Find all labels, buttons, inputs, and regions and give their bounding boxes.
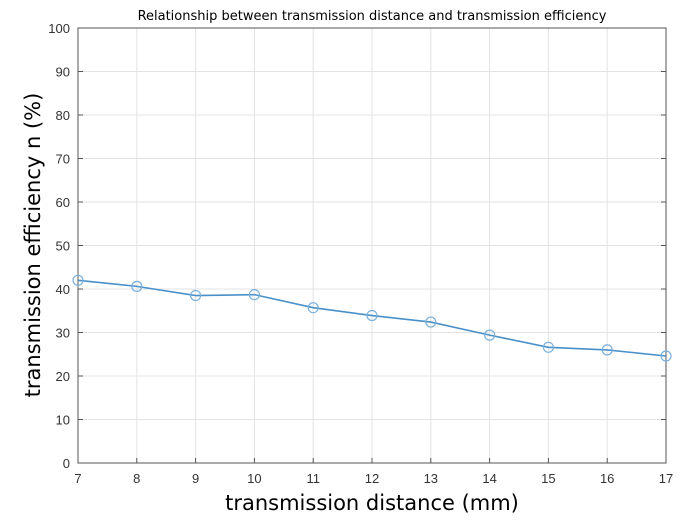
data-point [307,302,319,314]
x-tick-label: 9 [192,471,199,486]
y-axis-label: transmission efficiency n (%) [21,93,45,398]
y-tick-label: 20 [56,369,70,384]
data-point [131,280,143,292]
x-tick-label: 11 [306,471,320,486]
x-tick-label: 10 [247,471,261,486]
data-point [601,344,613,356]
grid [77,27,667,464]
data-point [72,274,84,286]
x-tick-label: 7 [74,471,81,486]
data-point [542,341,555,353]
y-tick-label: 80 [56,108,70,123]
data-point [660,350,672,362]
x-axis-label: transmission distance (mm) [225,491,519,515]
data-point [190,289,202,302]
x-tick-label: 16 [600,471,614,486]
y-tick-label: 90 [56,65,70,80]
data-point [248,289,260,301]
series [72,274,672,362]
y-tick-label: 40 [56,282,70,297]
series-line [77,279,667,357]
data-point [484,329,496,341]
y-tick-label: 60 [56,195,70,210]
y-tick-label: 10 [56,413,70,428]
x-tick-label: 17 [659,471,673,486]
y-tick-label: 50 [56,239,70,254]
chart-title: Relationship between transmission distan… [138,9,607,24]
y-tick-label: 100 [48,21,70,36]
y-tick-label: 0 [63,456,70,471]
data-point [425,316,437,328]
y-tick-label: 70 [56,152,70,167]
x-tick-label: 13 [424,471,438,486]
ticks: 7 8 9 10 11 12 13 14 15 16 17 0 10 20 30 40 50 60 70 80 90 10… [48,21,673,486]
data-point [366,309,378,322]
x-tick-label: 12 [365,471,379,486]
x-tick-label: 15 [541,471,555,486]
x-tick-label: 8 [133,471,140,486]
x-tick-label: 14 [482,471,496,486]
y-tick-label: 30 [56,326,70,341]
